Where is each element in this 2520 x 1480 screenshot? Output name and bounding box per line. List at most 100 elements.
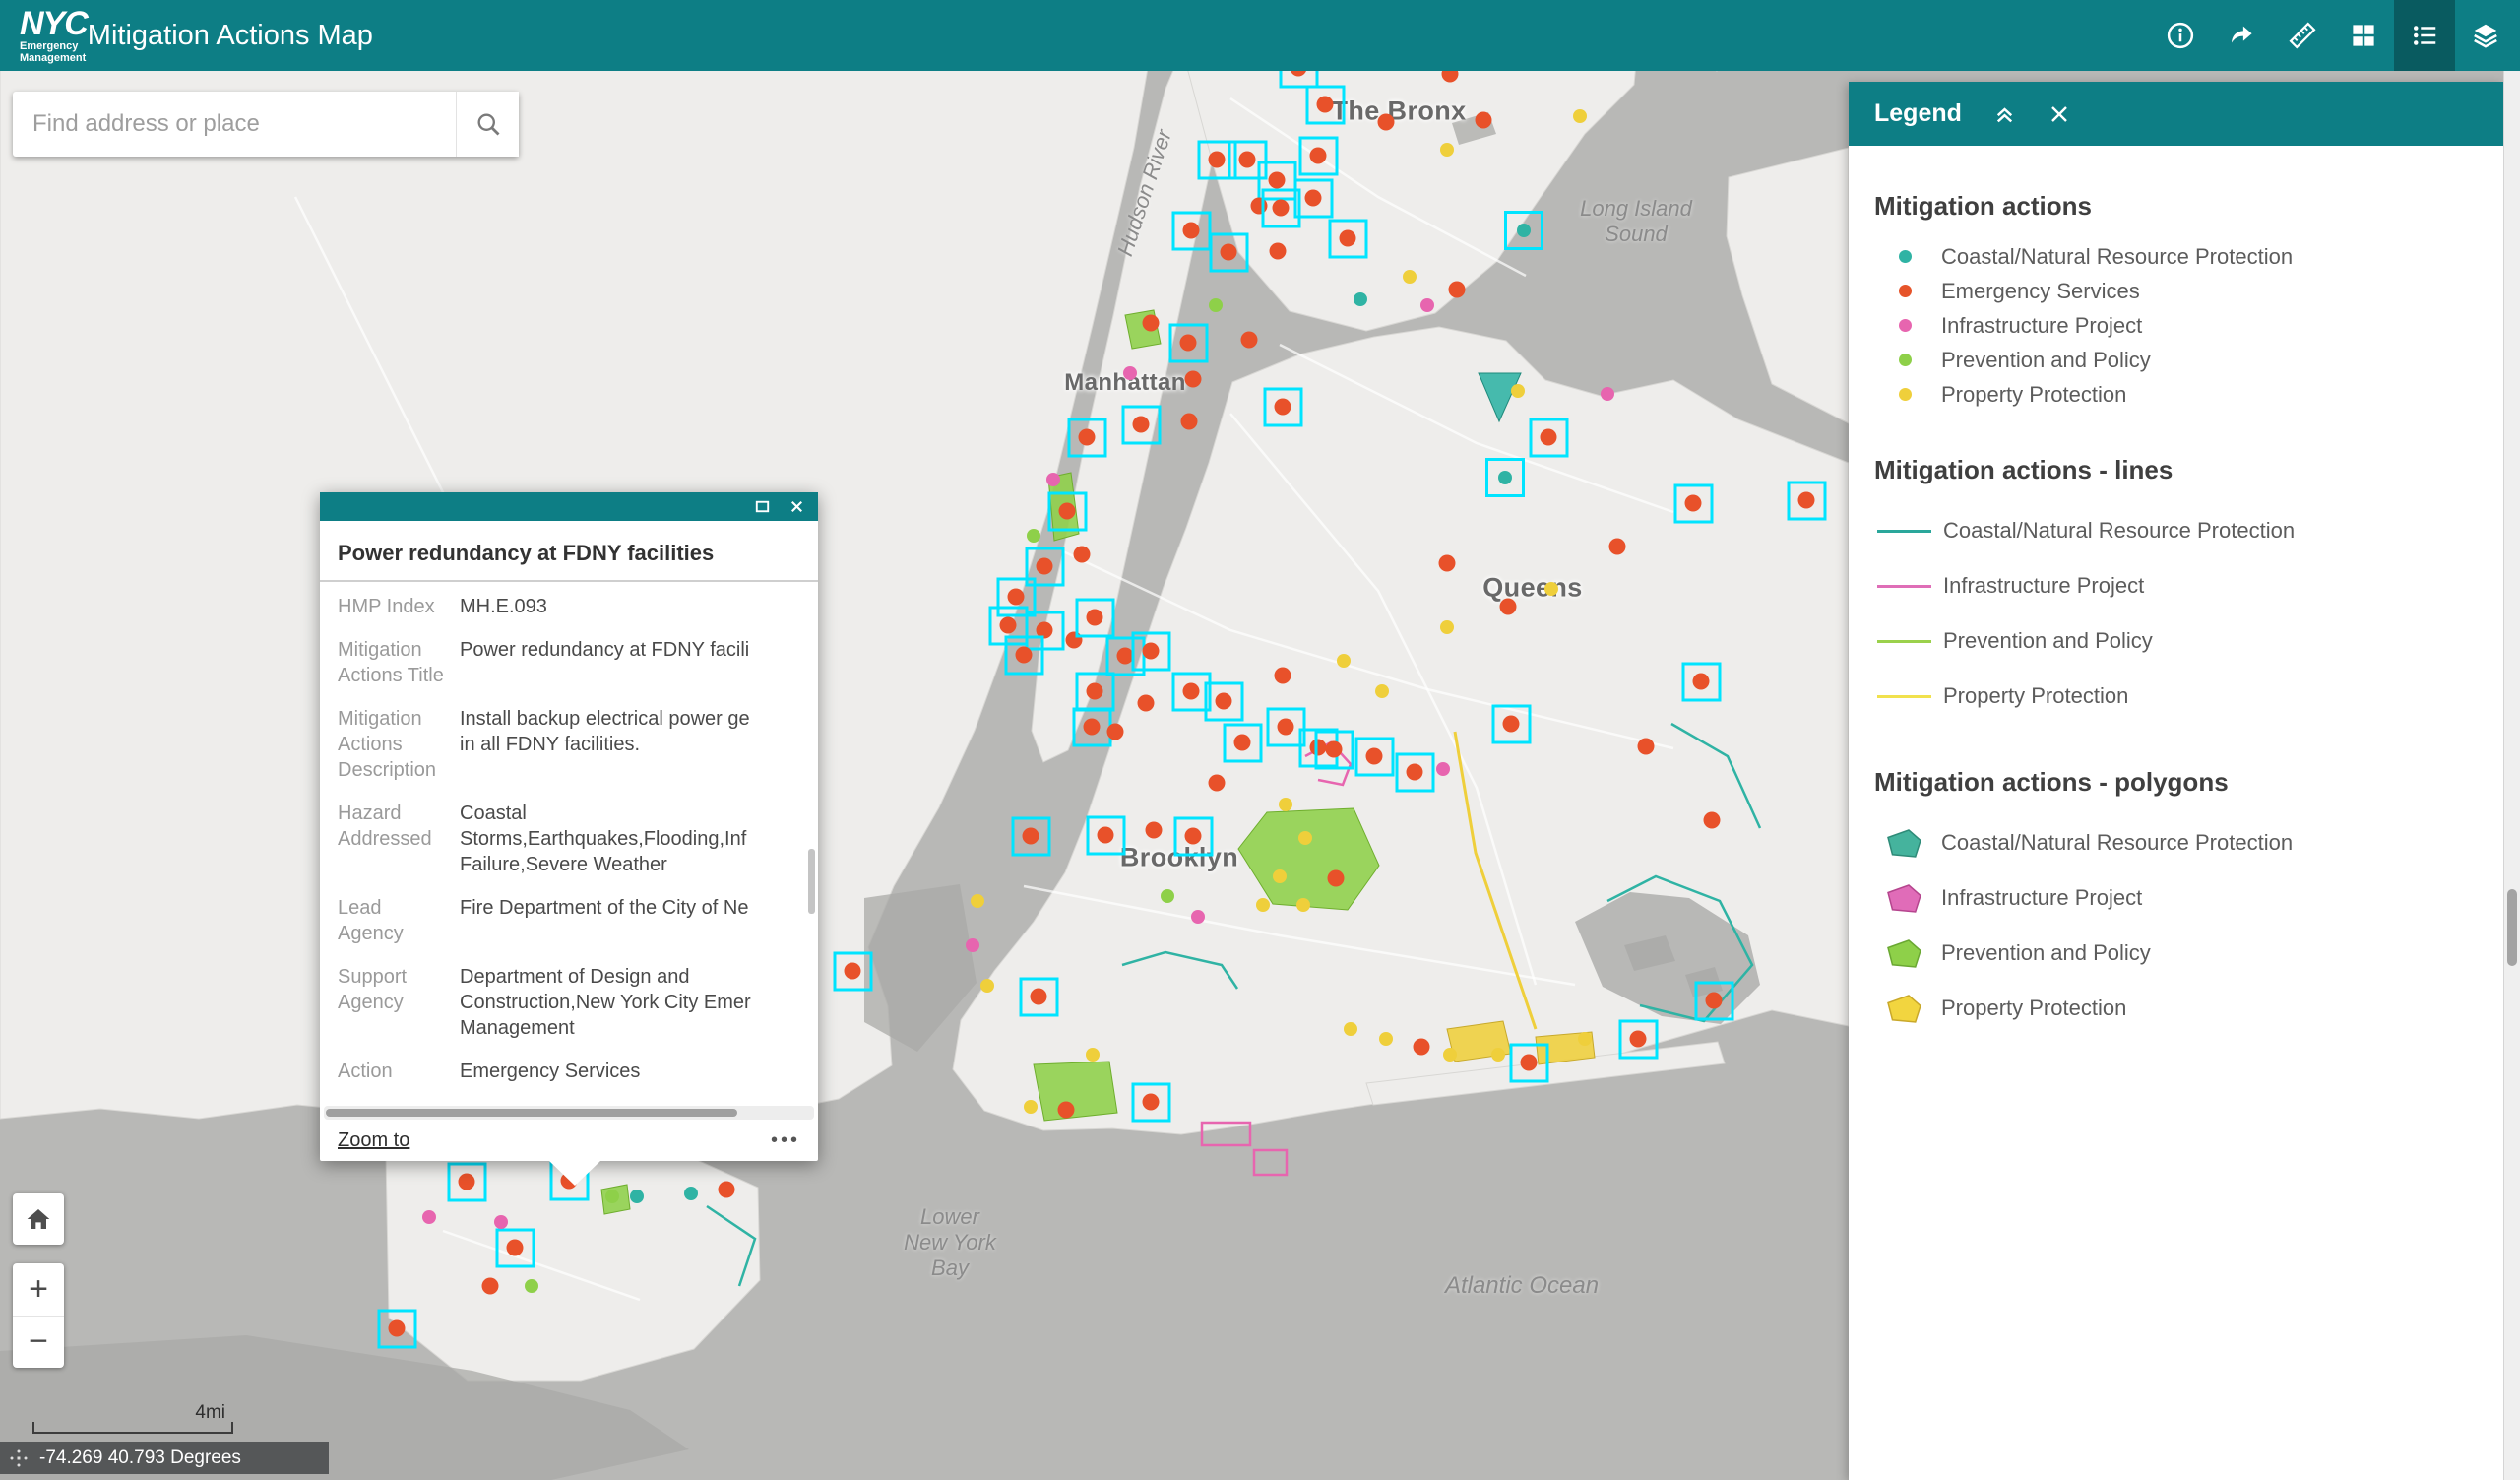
map-point[interactable] (1344, 1022, 1357, 1036)
map-point[interactable] (1499, 598, 1517, 615)
map-line[interactable] (1121, 950, 1239, 990)
map-point[interactable] (1106, 723, 1124, 740)
map-point[interactable] (1220, 243, 1237, 261)
map-point[interactable] (1339, 229, 1356, 247)
map-point[interactable] (1273, 869, 1287, 883)
map-point[interactable] (458, 1173, 475, 1190)
map-point[interactable] (506, 1239, 524, 1256)
map-point[interactable] (1086, 1048, 1100, 1062)
map-point[interactable] (1420, 298, 1434, 312)
map-point[interactable] (971, 894, 984, 908)
scrollbar-thumb[interactable] (326, 1109, 737, 1117)
map-point[interactable] (1440, 620, 1454, 634)
map-point[interactable] (481, 1277, 499, 1295)
map-line[interactable] (1453, 731, 1538, 1030)
map-point[interactable] (1692, 673, 1710, 690)
map-point[interactable] (1123, 366, 1137, 380)
map-point[interactable] (1007, 588, 1025, 606)
map-point[interactable] (1327, 869, 1345, 887)
map-point[interactable] (1544, 582, 1558, 596)
map-point[interactable] (1240, 331, 1258, 349)
map-point[interactable] (1296, 898, 1310, 912)
info-icon[interactable] (2150, 0, 2211, 71)
map-point[interactable] (1337, 654, 1351, 668)
map-polygon[interactable] (1200, 1121, 1252, 1147)
map-point[interactable] (999, 616, 1017, 634)
map-point[interactable] (718, 1181, 735, 1198)
map-point[interactable] (1182, 222, 1200, 239)
map-point[interactable] (1274, 667, 1292, 684)
map-point[interactable] (1086, 609, 1103, 626)
maximize-icon[interactable] (753, 497, 772, 516)
map-point[interactable] (1520, 1054, 1538, 1071)
map-point[interactable] (1142, 314, 1160, 332)
map-line[interactable] (1670, 722, 1762, 829)
map-point[interactable] (1086, 682, 1103, 700)
map-point[interactable] (1142, 1093, 1160, 1111)
map-point[interactable] (1208, 774, 1226, 792)
more-options-button[interactable]: ••• (770, 1128, 800, 1151)
map-point[interactable] (1191, 910, 1205, 924)
map-point[interactable] (1498, 471, 1512, 484)
map-point[interactable] (1440, 143, 1454, 157)
map-point[interactable] (1015, 646, 1033, 664)
map-point[interactable] (1438, 554, 1456, 572)
map-point[interactable] (630, 1190, 644, 1203)
page-scrollbar[interactable] (2503, 71, 2520, 1480)
map-point[interactable] (1036, 557, 1053, 575)
map-point[interactable] (1608, 538, 1626, 555)
map-point[interactable] (1379, 1032, 1393, 1046)
map-point[interactable] (1578, 1032, 1592, 1046)
map-point[interactable] (1184, 827, 1202, 845)
share-icon[interactable] (2211, 0, 2272, 71)
map-point[interactable] (1375, 684, 1389, 698)
map-point[interactable] (1443, 1048, 1457, 1062)
map-point[interactable] (1279, 798, 1292, 811)
map-point[interactable] (1413, 1038, 1430, 1056)
map-point[interactable] (1277, 718, 1294, 736)
zoom-to-link[interactable]: Zoom to (338, 1128, 410, 1151)
map-point[interactable] (1073, 546, 1091, 563)
zoom-out-button[interactable]: − (29, 1322, 48, 1361)
map-point[interactable] (1491, 1048, 1505, 1062)
map-point[interactable] (1030, 988, 1047, 1005)
map-point[interactable] (1269, 242, 1287, 260)
map-point[interactable] (1024, 1100, 1038, 1114)
scrollbar-thumb[interactable] (2507, 889, 2517, 966)
map-point[interactable] (605, 1190, 619, 1203)
map-point[interactable] (388, 1319, 406, 1337)
map-point[interactable] (1145, 821, 1163, 839)
map-point[interactable] (1298, 831, 1312, 845)
map-point[interactable] (1797, 491, 1815, 509)
map-point[interactable] (1272, 199, 1290, 217)
map-point[interactable] (1233, 734, 1251, 751)
map-point[interactable] (1517, 224, 1531, 237)
map-point[interactable] (1377, 113, 1395, 131)
map-point[interactable] (1256, 898, 1270, 912)
map-point[interactable] (1448, 281, 1466, 298)
map-point[interactable] (1502, 715, 1520, 733)
map-point[interactable] (1184, 370, 1202, 388)
map-point[interactable] (1268, 171, 1286, 189)
map-point[interactable] (1057, 1101, 1075, 1119)
home-button[interactable] (13, 1193, 64, 1245)
zoom-in-button[interactable]: + (13, 1263, 64, 1317)
map-polygon[interactable] (1252, 1148, 1289, 1177)
map-point[interactable] (1180, 413, 1198, 430)
map-point[interactable] (1238, 151, 1256, 168)
map-point[interactable] (1629, 1030, 1647, 1048)
map-point[interactable] (1406, 763, 1423, 781)
collapse-icon[interactable] (1991, 100, 2018, 127)
close-icon[interactable] (2048, 102, 2071, 126)
basemap-gallery-icon[interactable] (2333, 0, 2394, 71)
map-point[interactable] (1083, 718, 1101, 736)
map-point[interactable] (1215, 692, 1232, 710)
map-point[interactable] (1365, 747, 1383, 765)
measure-icon[interactable] (2272, 0, 2333, 71)
map-point[interactable] (1601, 387, 1614, 401)
map-point[interactable] (1403, 270, 1417, 284)
map-point[interactable] (980, 979, 994, 993)
map-point[interactable] (1540, 428, 1557, 446)
map-point[interactable] (1182, 682, 1200, 700)
map-point[interactable] (1637, 738, 1655, 755)
